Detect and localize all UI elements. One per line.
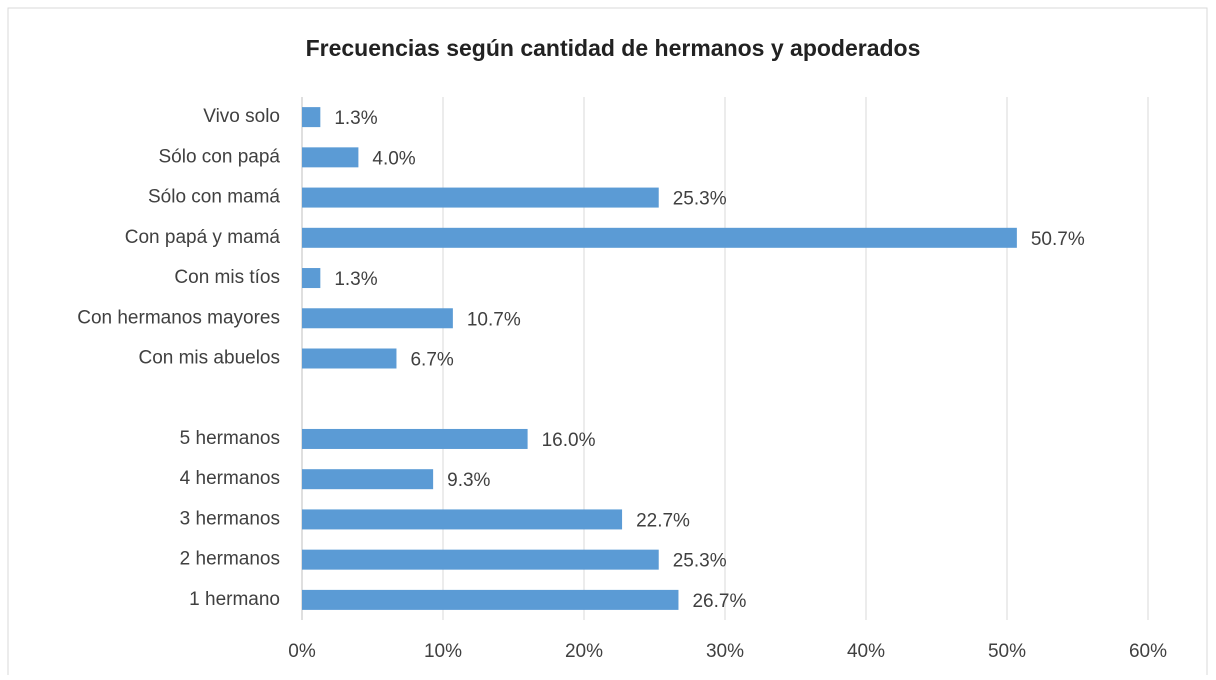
bar bbox=[302, 509, 623, 530]
y-tick-label: Con mis tíos bbox=[174, 267, 280, 288]
data-label: 50.7% bbox=[1031, 229, 1085, 250]
y-tick-label: Vivo solo bbox=[203, 106, 280, 127]
y-tick-label: Con mis abuelos bbox=[138, 348, 280, 369]
data-label: 26.7% bbox=[692, 591, 746, 612]
y-tick-label: 3 hermanos bbox=[180, 508, 280, 529]
bar bbox=[302, 469, 434, 490]
bar bbox=[302, 348, 397, 369]
bar bbox=[302, 187, 659, 208]
x-tick-label: 10% bbox=[424, 641, 462, 662]
data-label: 1.3% bbox=[334, 269, 377, 290]
y-tick-label: 1 hermano bbox=[189, 589, 280, 610]
bar bbox=[302, 107, 321, 128]
data-label: 1.3% bbox=[334, 108, 377, 129]
data-label: 10.7% bbox=[467, 309, 521, 330]
chart-title: Frecuencias según cantidad de hermanos y… bbox=[306, 35, 921, 61]
x-tick-label: 30% bbox=[706, 641, 744, 662]
bar bbox=[302, 268, 321, 289]
data-label: 16.0% bbox=[542, 430, 596, 451]
y-tick-label: Sólo con mamá bbox=[148, 187, 280, 208]
y-tick-label: 4 hermanos bbox=[180, 468, 280, 489]
x-tick-label: 20% bbox=[565, 641, 603, 662]
y-tick-label: 5 hermanos bbox=[180, 428, 280, 449]
bar bbox=[302, 549, 659, 570]
x-tick-label: 40% bbox=[847, 641, 885, 662]
chart-border bbox=[7, 7, 1208, 679]
x-tick-label: 50% bbox=[988, 641, 1026, 662]
x-tick-label: 0% bbox=[288, 641, 316, 662]
data-label: 25.3% bbox=[673, 551, 727, 572]
bar bbox=[302, 227, 1017, 248]
data-label: 25.3% bbox=[673, 189, 727, 210]
bar bbox=[302, 428, 528, 449]
data-label: 9.3% bbox=[447, 470, 490, 491]
y-tick-label: Con papá y mamá bbox=[125, 227, 281, 248]
bar bbox=[302, 308, 453, 329]
bar bbox=[302, 147, 359, 168]
y-tick-label: 2 hermanos bbox=[180, 549, 280, 570]
x-tick-label: 60% bbox=[1129, 641, 1167, 662]
data-label: 6.7% bbox=[410, 350, 453, 371]
bar bbox=[302, 589, 679, 610]
data-label: 4.0% bbox=[372, 148, 415, 169]
y-tick-label: Con hermanos mayores bbox=[77, 307, 280, 328]
data-label: 22.7% bbox=[636, 510, 690, 531]
y-tick-label: Sólo con papá bbox=[159, 146, 281, 167]
